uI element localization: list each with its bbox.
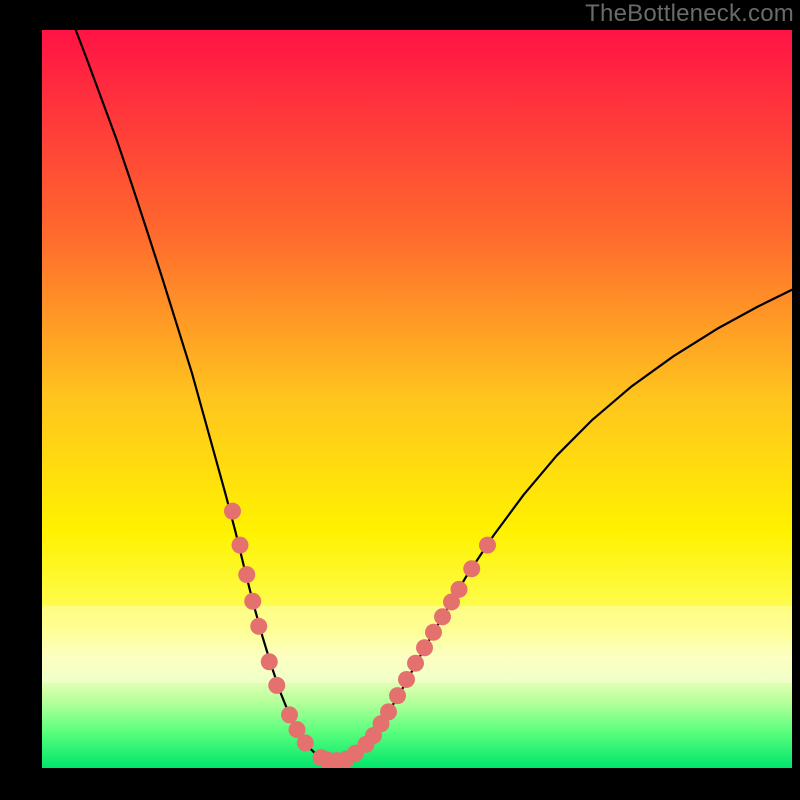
marker-dot xyxy=(281,706,298,723)
marker-dot xyxy=(451,581,468,598)
marker-dot xyxy=(297,734,314,751)
marker-dot xyxy=(224,503,241,520)
marker-dot xyxy=(389,687,406,704)
root-container: TheBottleneck.com xyxy=(0,0,800,800)
marker-dot xyxy=(416,639,433,656)
marker-dot xyxy=(407,655,424,672)
marker-dot xyxy=(244,593,261,610)
marker-dot xyxy=(250,618,267,635)
marker-dot xyxy=(380,703,397,720)
chart-plot-area xyxy=(42,30,792,768)
marker-dot xyxy=(261,653,278,670)
marker-dot xyxy=(398,671,415,688)
chart-svg xyxy=(42,30,792,768)
marker-dot xyxy=(434,608,451,625)
marker-dot xyxy=(268,677,285,694)
marker-dot xyxy=(232,537,249,554)
marker-dot xyxy=(238,566,255,583)
marker-dot xyxy=(463,560,480,577)
marker-dot xyxy=(425,624,442,641)
watermark-text: TheBottleneck.com xyxy=(585,0,794,28)
marker-dot xyxy=(479,537,496,554)
